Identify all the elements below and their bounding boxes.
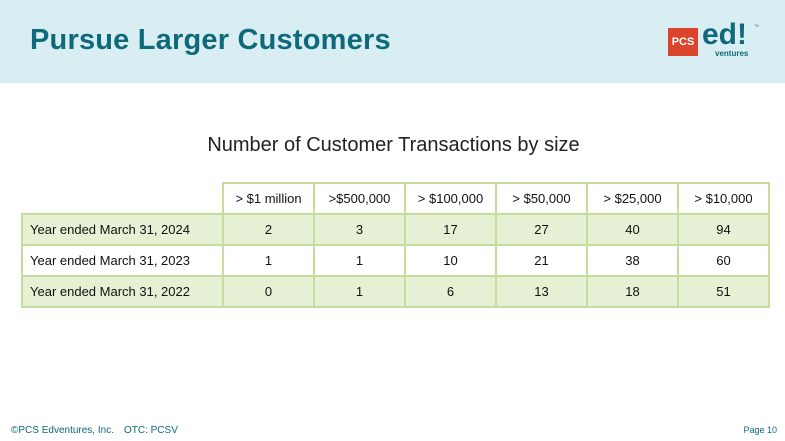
footer-ticker: OTC: PCSV [123,425,178,436]
table-corner-cell [22,183,224,215]
table-cell: 1 [313,244,406,277]
table-cell: 40 [586,213,679,246]
table-cell: 10 [404,244,497,277]
column-header: > $10,000 [677,182,770,215]
footer-left: ©PCS Edventures, Inc. OTC: PCSV [11,425,178,436]
column-header: > $1 million [222,182,315,215]
header-band: Pursue Larger Customers PCS ed! ™ ventur… [0,0,785,83]
column-header: >$500,000 [313,182,406,215]
table-cell: 1 [222,244,315,277]
table-row: Year ended March 31, 2022 0 1 6 13 18 51 [21,275,770,308]
row-label: Year ended March 31, 2023 [21,244,224,277]
table-cell: 18 [586,275,679,308]
table-cell: 21 [495,244,588,277]
table-cell: 38 [586,244,679,277]
table-cell: 0 [222,275,315,308]
row-label: Year ended March 31, 2024 [21,213,224,246]
table-cell: 17 [404,213,497,246]
logo-badge: PCS [668,28,698,56]
page-title: Pursue Larger Customers [30,24,391,56]
column-header: > $50,000 [495,182,588,215]
logo-tagline: ventures [715,49,749,58]
table-cell: 94 [677,213,770,246]
table-row: Year ended March 31, 2023 1 1 10 21 38 6… [21,244,770,277]
logo-trademark: ™ [754,24,759,30]
transactions-table: > $1 million >$500,000 > $100,000 > $50,… [21,182,770,308]
table-caption-text: Number of Customer Transactions by size [207,134,580,156]
table-cell: 2 [222,213,315,246]
footer-copyright: ©PCS Edventures, Inc. [11,425,114,436]
table-cell: 1 [313,275,406,308]
table-row: Year ended March 31, 2024 2 3 17 27 40 9… [21,213,770,246]
row-label: Year ended March 31, 2022 [21,275,224,308]
table-cell: 60 [677,244,770,277]
column-header: > $100,000 [404,182,497,215]
table-cell: 27 [495,213,588,246]
table-cell: 3 [313,213,406,246]
table-header-row: > $1 million >$500,000 > $100,000 > $50,… [22,182,770,215]
logo-wordmark: ed! [702,18,747,51]
table-cell: 51 [677,275,770,308]
table-caption: Number of Customer Transactions by size [0,134,785,157]
column-header: > $25,000 [586,182,679,215]
page-number: Page 10 [743,425,777,435]
company-logo: PCS ed! ™ ventures [668,18,768,62]
table-cell: 6 [404,275,497,308]
table-cell: 13 [495,275,588,308]
